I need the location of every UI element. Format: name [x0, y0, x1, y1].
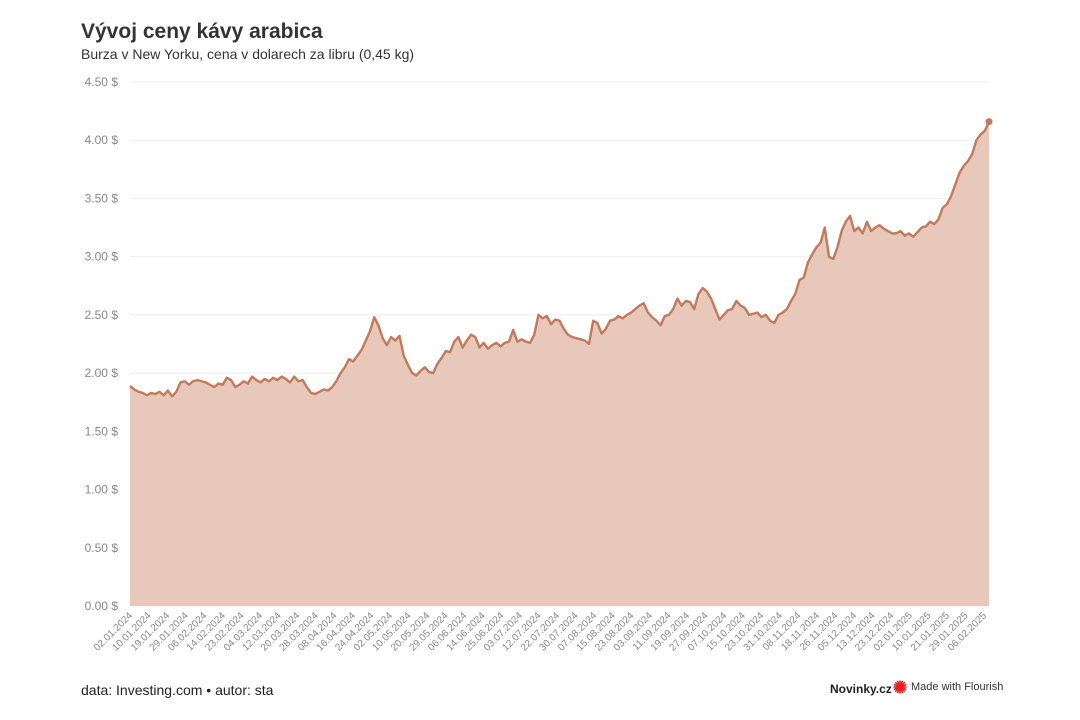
source-note: data: Investing.com • autor: sta [81, 682, 274, 698]
y-tick-label: 3.50 $ [85, 191, 119, 205]
x-axis-ticks: 02.01.202410.01.202419.01.202429.01.2024… [92, 610, 989, 653]
y-tick-label: 1.50 $ [85, 424, 119, 438]
y-axis-ticks: 0.00 $ 0.50 $ 1.00 $ 1.50 $ 2.00 $ 2.50 $ 3.00… [85, 75, 119, 613]
y-tick-label: 1.00 $ [85, 483, 119, 497]
y-tick-label: 3.00 $ [85, 250, 119, 264]
brand-logo[interactable]: Novinky.cz [830, 682, 892, 696]
made-with-flourish-link[interactable]: Made with Flourish [893, 680, 1003, 694]
y-tick-label: 0.00 $ [85, 599, 119, 613]
y-tick-label: 2.00 $ [85, 366, 119, 380]
y-tick-label: 4.00 $ [85, 133, 119, 147]
chart-subtitle: Burza v New Yorku, cena v dolarech za li… [81, 46, 415, 62]
price-area [130, 121, 989, 606]
made-with-flourish-text: Made with Flourish [911, 681, 1004, 693]
y-tick-label: 0.50 $ [85, 541, 119, 555]
series-layer [129, 118, 993, 606]
flourish-star-icon [893, 680, 907, 694]
last-value-point[interactable] [985, 118, 993, 126]
price-line [129, 121, 991, 398]
y-tick-label: 4.50 $ [85, 75, 119, 89]
chart-title: Vývoj ceny kávy arabica [81, 20, 323, 43]
y-tick-label: 2.50 $ [85, 308, 119, 322]
